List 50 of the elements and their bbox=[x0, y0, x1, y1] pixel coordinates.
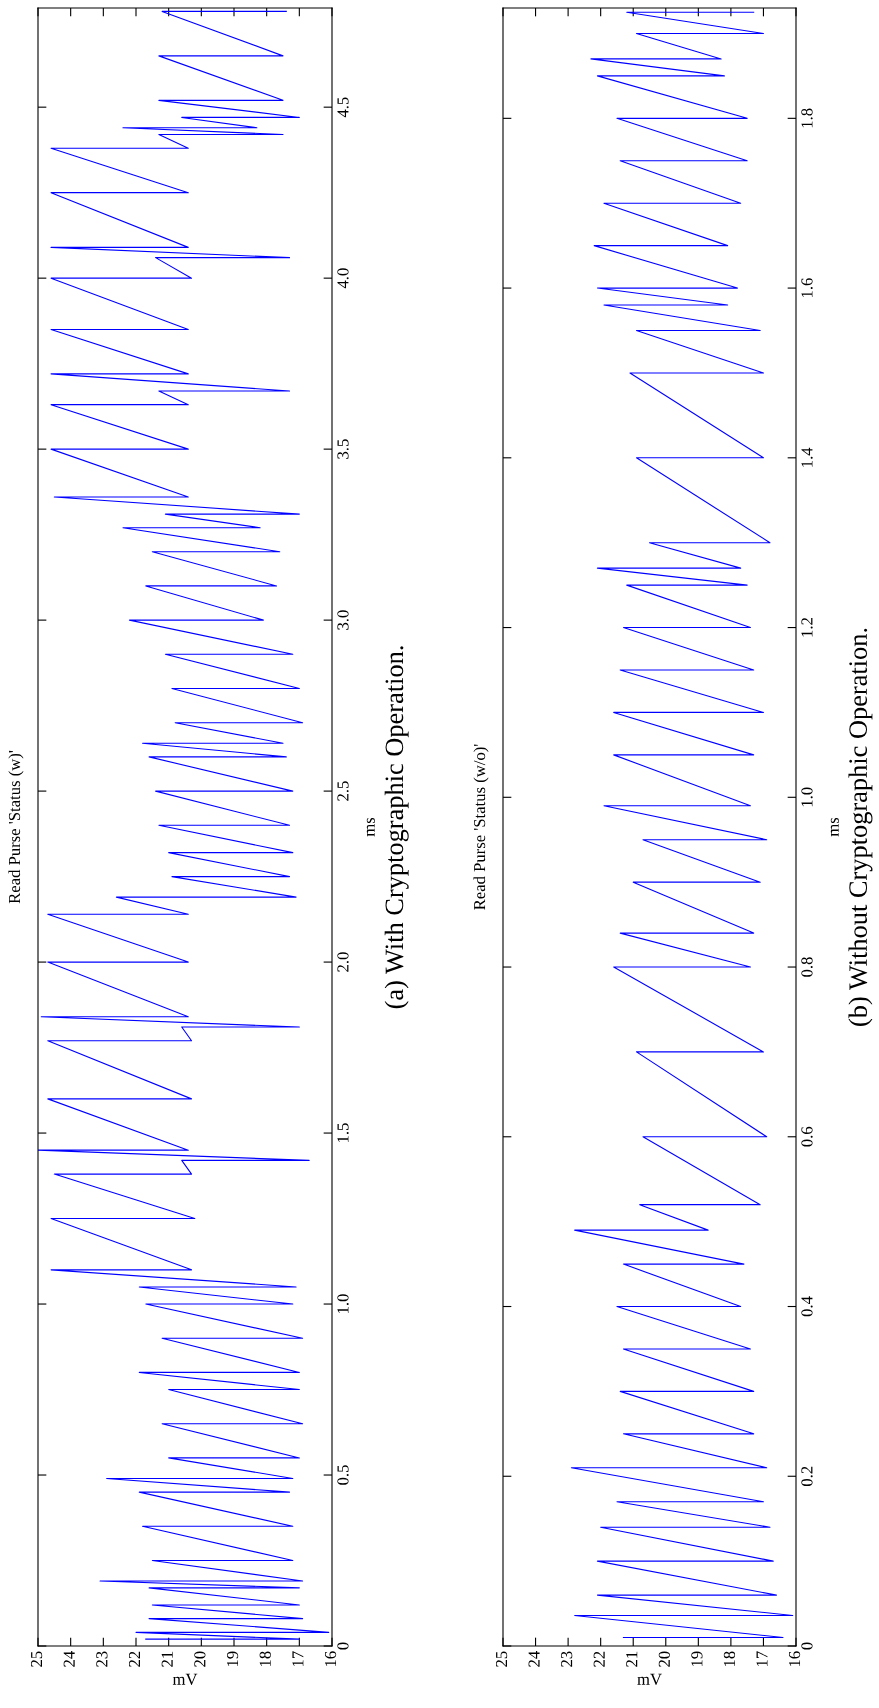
x-tick-label: 23 bbox=[561, 1651, 573, 1667]
y-tick-label: 1.0 bbox=[337, 1294, 349, 1313]
text: Read Purse 'Status (w/o)' bbox=[473, 744, 489, 910]
x-tick-label: 17 bbox=[292, 1651, 304, 1667]
y-tick-label: 0.6 bbox=[801, 1126, 813, 1147]
x-tick-label: 19 bbox=[226, 1651, 239, 1667]
y-tick-label: 3.0 bbox=[337, 610, 349, 630]
x-tick-label: 21 bbox=[161, 1651, 173, 1667]
y-tick-label: 0 bbox=[337, 1642, 349, 1650]
x-tick-label: 22 bbox=[593, 1651, 605, 1667]
x-tick-label: 25 bbox=[495, 1651, 508, 1667]
x-tick-label: 24 bbox=[528, 1651, 540, 1667]
y-tick-label: 1.4 bbox=[801, 447, 813, 467]
x-tick-label: 25 bbox=[30, 1651, 43, 1667]
y-tick-label: 0.2 bbox=[801, 1466, 813, 1487]
text: (a) With Cryptographic Operation. bbox=[384, 646, 409, 1009]
line-series bbox=[38, 10, 330, 1640]
y-tick-label: 1.0 bbox=[801, 787, 813, 807]
x-tick-label: 21 bbox=[626, 1651, 638, 1667]
y-tick-label: 0.8 bbox=[801, 957, 813, 977]
text: (b) Without Cryptographic Operation. bbox=[848, 628, 873, 1026]
y-axis-title: ms bbox=[366, 817, 375, 837]
y-tick-label: 0 bbox=[801, 1642, 813, 1650]
y-axis-title: ms bbox=[830, 817, 839, 837]
x-tick-label: 17 bbox=[756, 1651, 768, 1667]
y-tick-label: 1.5 bbox=[337, 1123, 349, 1143]
x-tick-label: 20 bbox=[194, 1651, 206, 1667]
x-axis-title: mV bbox=[172, 1673, 198, 1685]
x-tick-label: 18 bbox=[259, 1651, 271, 1667]
y-tick-label: 1.8 bbox=[801, 108, 813, 128]
x-tick-label: 22 bbox=[128, 1651, 141, 1667]
y-tick-label: 0.4 bbox=[801, 1296, 813, 1317]
x-tick-label: 18 bbox=[723, 1651, 736, 1667]
text: Read Purse 'Status (w)' bbox=[8, 750, 24, 904]
x-tick-label: 19 bbox=[691, 1651, 703, 1667]
x-tick-label: 24 bbox=[63, 1651, 75, 1667]
x-tick-label: 16 bbox=[788, 1651, 801, 1667]
y-tick-label: 2.0 bbox=[337, 952, 349, 972]
y-tick-label: 3.5 bbox=[337, 439, 349, 459]
y-tick-label: 0.5 bbox=[337, 1465, 349, 1485]
x-tick-label: 16 bbox=[324, 1651, 337, 1667]
x-tick-label: 20 bbox=[658, 1651, 670, 1667]
y-tick-label: 4.5 bbox=[337, 97, 349, 118]
y-tick-label: 1.2 bbox=[801, 618, 813, 637]
line-series bbox=[570, 11, 794, 1639]
y-tick-label: 2.5 bbox=[337, 781, 349, 801]
y-tick-label: 1.6 bbox=[801, 278, 813, 298]
x-axis-title: mV bbox=[637, 1673, 662, 1685]
x-tick-label: 23 bbox=[96, 1651, 108, 1667]
y-tick-label: 4.0 bbox=[337, 268, 349, 289]
